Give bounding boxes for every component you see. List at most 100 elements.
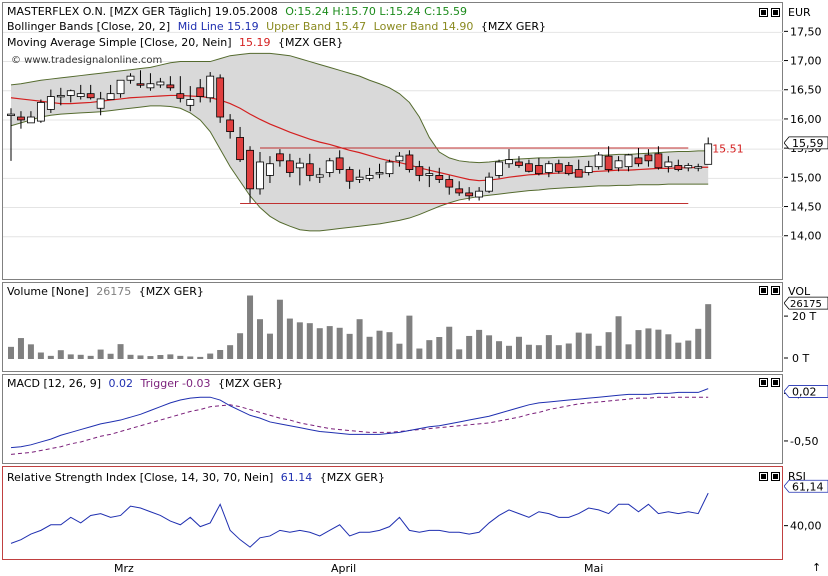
volume-bar: [585, 333, 592, 359]
last-price-label: 15,59: [792, 137, 824, 150]
volume-bar: [8, 346, 14, 359]
candle-body: [505, 159, 513, 165]
rsi-ticker: {MZX GER}: [319, 471, 385, 484]
volume-bar: [197, 356, 204, 359]
candle-body: [216, 77, 225, 118]
macd-tick-label: -0,50: [790, 435, 818, 448]
volume-bar: [47, 355, 54, 359]
price-legend: MASTERFLEX O.N. [MZX GER Täglich] 19.05.…: [7, 5, 471, 18]
candle-body: [315, 174, 324, 178]
candle-body: [694, 166, 703, 169]
candle-body: [654, 153, 663, 169]
candle-body: [445, 179, 454, 188]
maximize-pane-button[interactable]: [771, 472, 780, 481]
candle-body: [644, 154, 653, 162]
volume-bar: [665, 334, 672, 359]
bollinger-lower: Lower Band 14.90: [373, 20, 474, 33]
macd-line: [10, 388, 709, 449]
candle-body: [285, 160, 294, 173]
candle-body: [335, 157, 344, 170]
volume-bar: [486, 335, 493, 359]
minimize-pane-button[interactable]: [759, 378, 768, 387]
volume-bar: [107, 353, 114, 359]
maximize-pane-button[interactable]: [771, 286, 780, 295]
volume-bar: [217, 349, 224, 359]
date-label-april: April: [331, 562, 357, 575]
volume-bar: [27, 344, 34, 359]
volume-bar: [565, 343, 572, 359]
volume-bar: [67, 354, 74, 359]
date-label-mrz: Mrz: [114, 562, 134, 575]
volume-bar: [147, 356, 154, 359]
rsi-axis-title: RSI: [788, 470, 806, 483]
minimize-pane-button[interactable]: [759, 286, 768, 295]
date-axis: Mrz April Mai: [0, 561, 784, 576]
volume-axis: 20 T 0 T 26175: [784, 282, 828, 372]
candle-body: [136, 83, 145, 86]
volume-bar: [306, 323, 313, 359]
marker-value-label: 15.51: [712, 143, 744, 156]
bollinger-band-area: [11, 53, 709, 231]
candle-body: [525, 163, 533, 172]
candle-body: [475, 190, 484, 198]
bollinger-label: Bollinger Bands [Close, 20, 2]: [7, 20, 171, 33]
volume-label: Volume [None]: [7, 285, 89, 298]
sma-legend: Moving Average Simple [Close, 20, Nein] …: [7, 36, 347, 49]
candle-body: [176, 93, 185, 99]
price-tick-label: 15,00: [790, 171, 822, 184]
macd-ticker: {MZX GER}: [217, 377, 284, 390]
bollinger-mid: Mid Line 15.19: [177, 20, 259, 33]
bollinger-upper: Upper Band 15.47: [266, 20, 367, 33]
last-rsi-tag: [784, 479, 828, 493]
maximize-pane-button[interactable]: [771, 8, 780, 17]
volume-bar: [266, 333, 273, 359]
candle-body: [186, 99, 195, 106]
volume-tick-label: 20 T: [792, 310, 816, 323]
volume-bar: [426, 340, 433, 359]
candle-body: [634, 157, 643, 165]
candle-body: [146, 83, 155, 89]
scroll-arrow-icon[interactable]: ↑: [812, 561, 822, 574]
price-plot[interactable]: 15.51: [3, 3, 784, 281]
volume-bar: [37, 352, 44, 359]
volume-bar: [97, 349, 104, 359]
candle-body: [96, 98, 105, 109]
volume-bar: [605, 332, 612, 359]
price-title: MASTERFLEX O.N. [MZX GER Täglich] 19.05.…: [7, 5, 278, 18]
volume-bar: [137, 355, 144, 359]
minimize-pane-button[interactable]: [759, 8, 768, 17]
volume-bar: [237, 333, 244, 359]
candle-body: [395, 155, 404, 162]
trigger-label: Trigger: [140, 377, 179, 390]
volume-bar: [515, 336, 522, 359]
candle-body: [266, 163, 274, 176]
candle-body: [544, 163, 553, 173]
volume-bar: [476, 329, 483, 359]
candle-body: [46, 96, 55, 110]
candle-body: [584, 166, 593, 173]
date-label-mai: Mai: [584, 562, 604, 575]
macd-value: 0.02: [108, 377, 134, 390]
candle-body: [594, 154, 603, 168]
minimize-pane-button[interactable]: [759, 472, 768, 481]
rsi-line: [10, 492, 709, 548]
candle-body: [196, 87, 205, 97]
trigger-value: -0.03: [181, 377, 211, 390]
price-axis: 14,0014,5015,0015,5016,0016,5017,0017,50…: [784, 2, 828, 280]
last-volume-tag: [784, 296, 828, 310]
rsi-tick-label: 40,00: [790, 520, 822, 533]
sma-ticker: {MZX GER}: [278, 36, 344, 49]
candle-body: [365, 175, 374, 179]
macd-plot[interactable]: [3, 375, 784, 465]
maximize-pane-button[interactable]: [771, 378, 780, 387]
candle-body: [256, 161, 264, 190]
candle-body: [664, 161, 673, 168]
candle-body: [7, 113, 15, 116]
price-tick-label: 17,00: [790, 55, 822, 68]
volume-axis-title: VOL: [788, 285, 811, 298]
volume-bar: [117, 344, 124, 359]
volume-bar: [87, 355, 94, 359]
rsi-plot[interactable]: [3, 467, 784, 561]
volume-legend: Volume [None] 26175 {MZX GER}: [7, 285, 208, 298]
volume-plot[interactable]: [3, 283, 784, 373]
